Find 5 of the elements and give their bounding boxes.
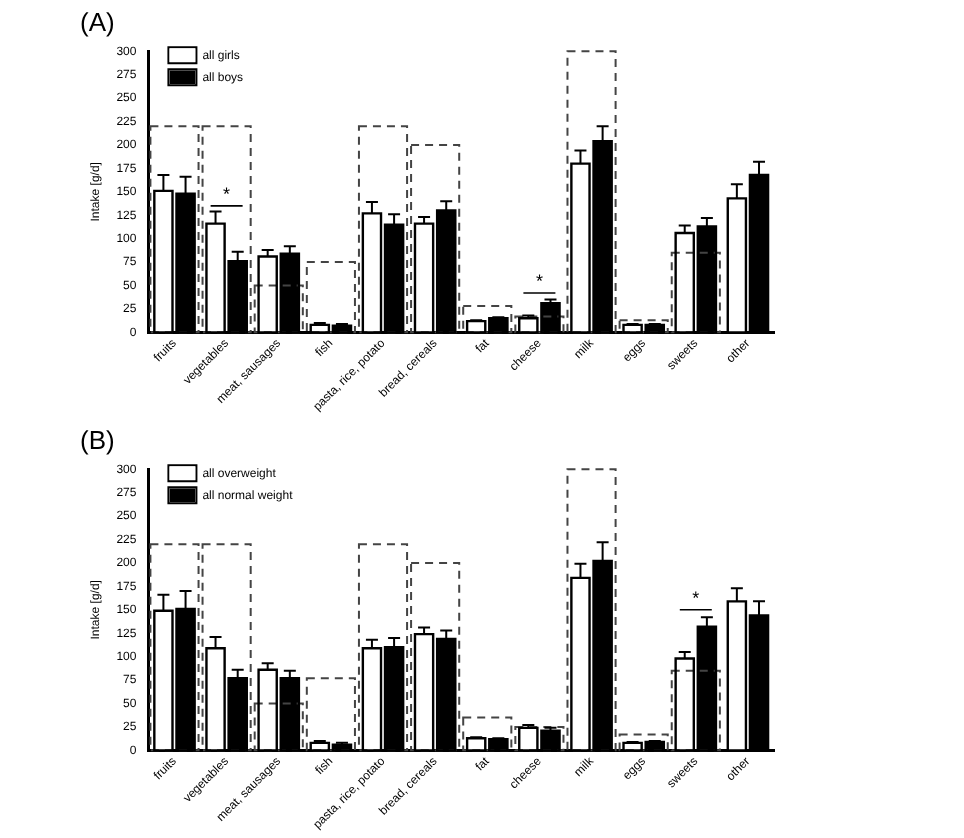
chart-title: (B) — [80, 424, 115, 455]
chart-title: (A) — [80, 6, 115, 37]
annotation: * — [692, 587, 701, 608]
annotation: * — [535, 271, 544, 291]
annotation: * — [223, 183, 232, 204]
